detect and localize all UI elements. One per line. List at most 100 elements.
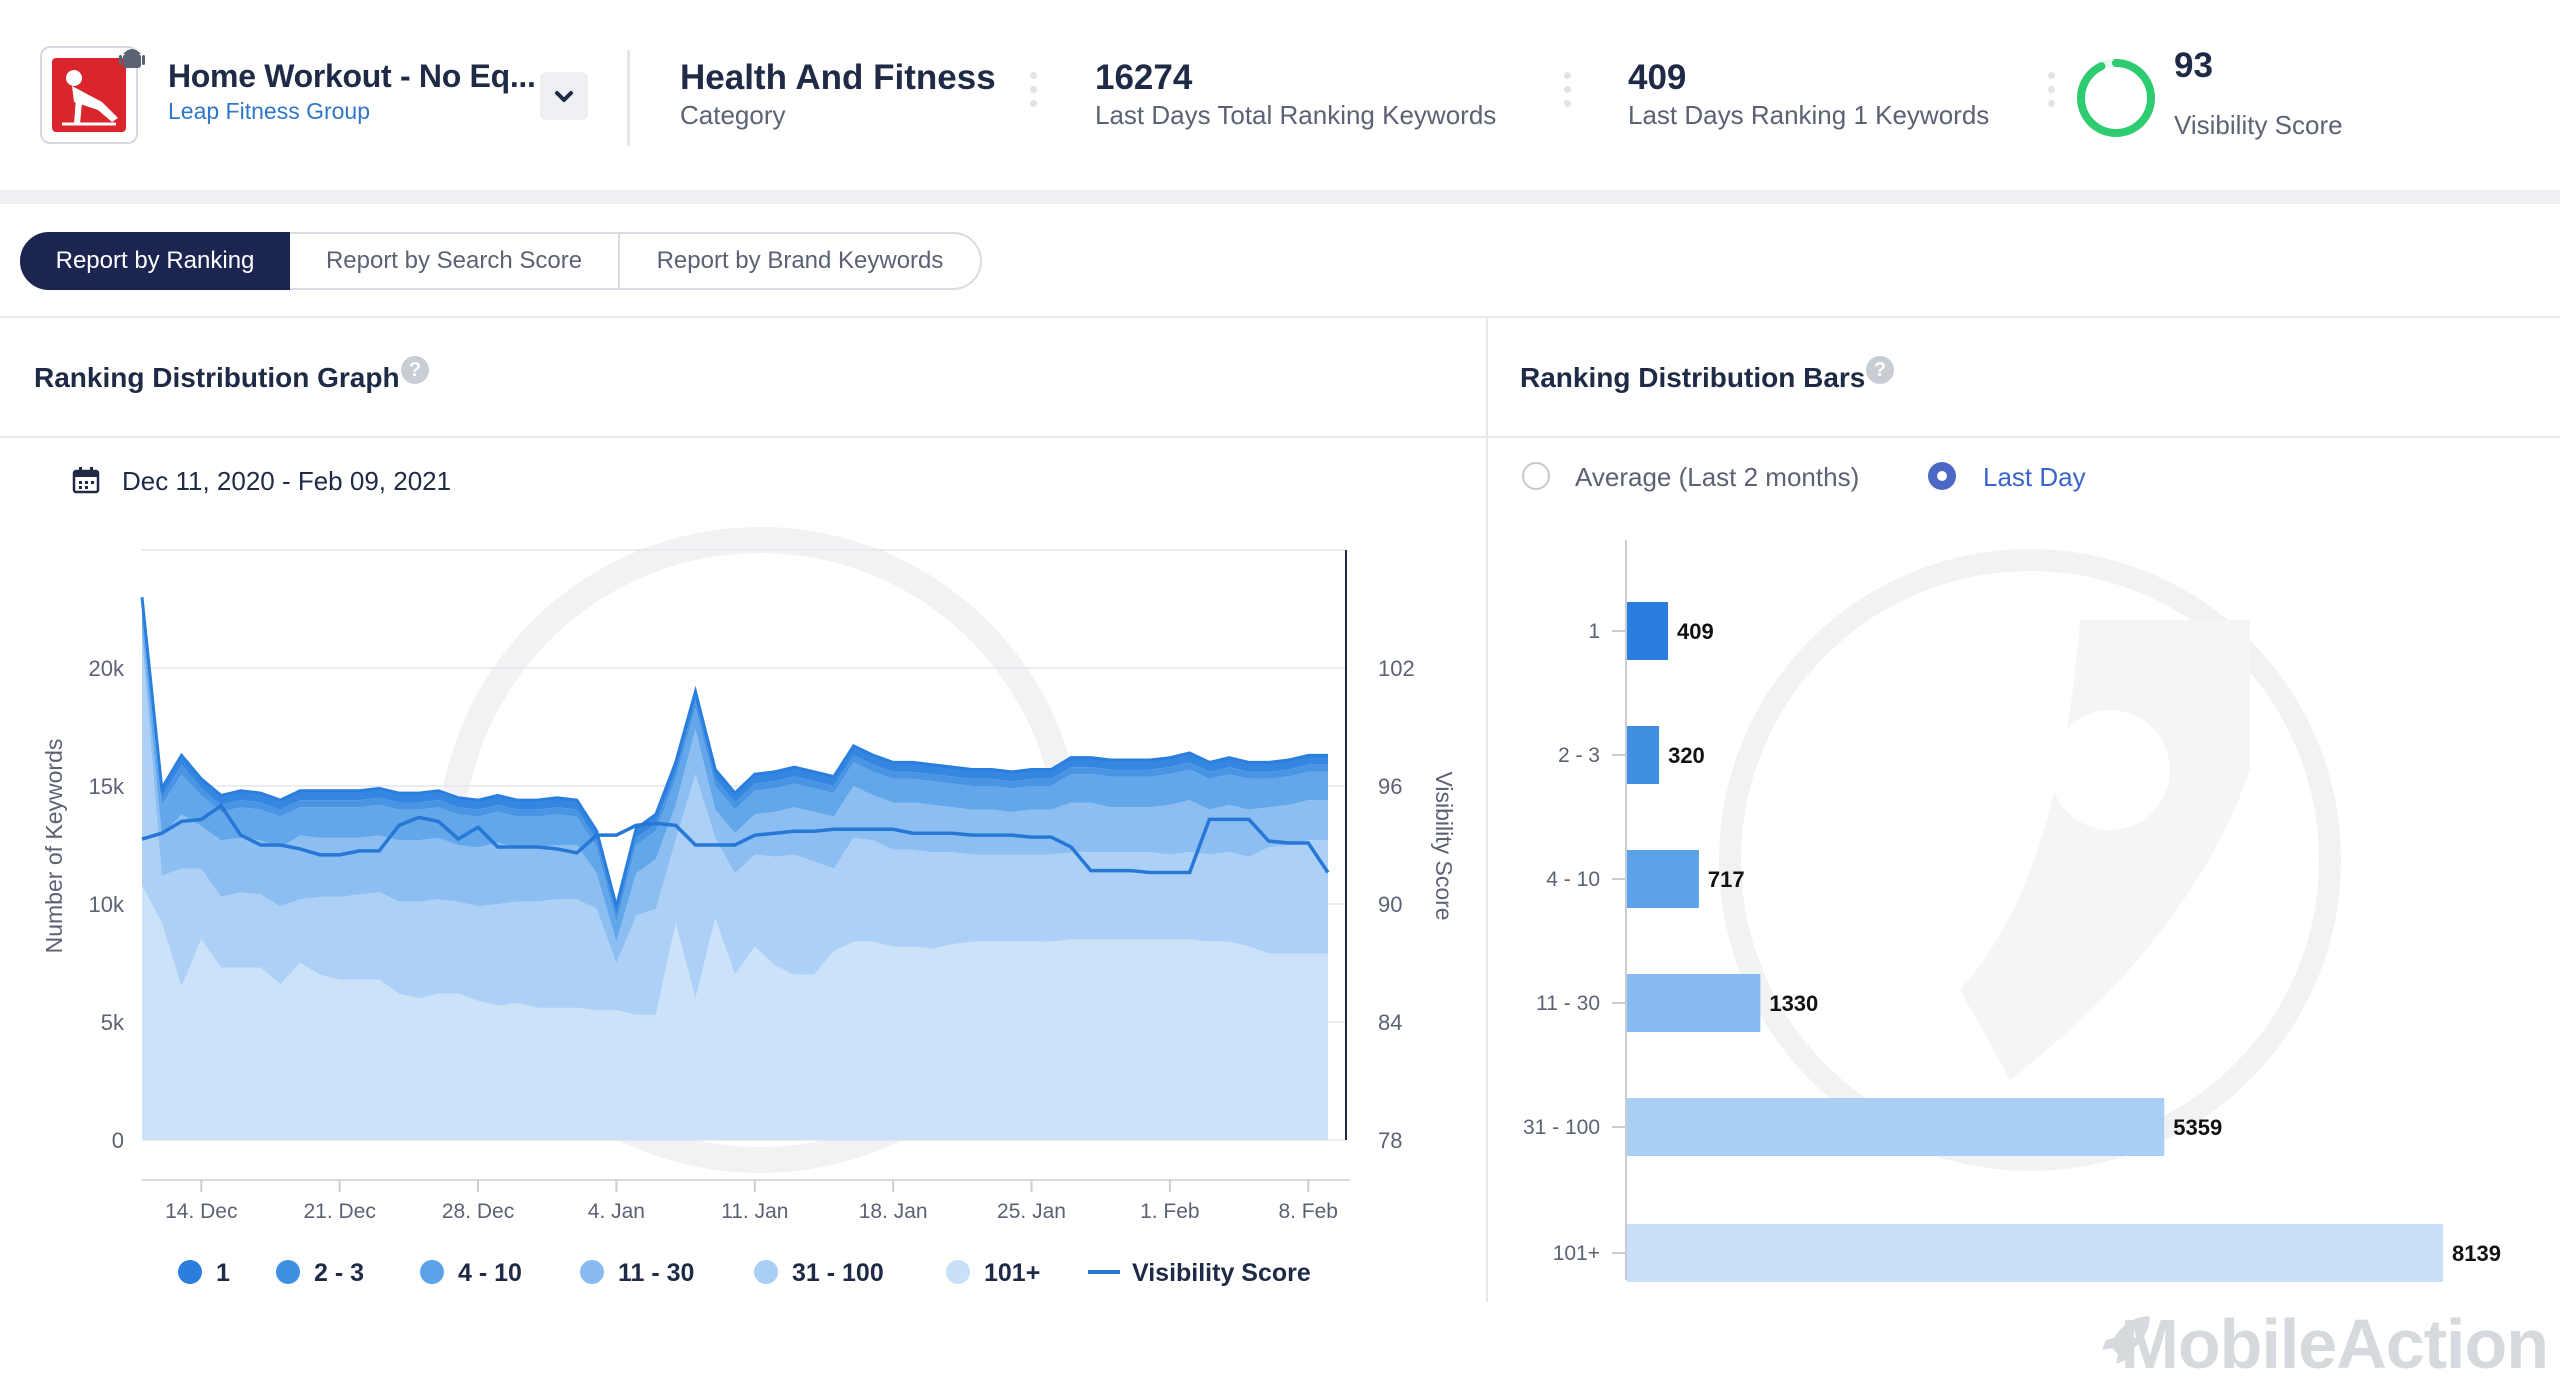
app-dropdown-button[interactable] — [540, 72, 588, 120]
bar-category-label: 101+ — [1553, 1242, 1600, 1265]
bar-value-label: 1330 — [1769, 991, 1818, 1016]
total-keywords-value: 16274 — [1095, 58, 1193, 97]
separator-dots — [2048, 72, 2056, 118]
separator-dots — [1030, 72, 1038, 118]
legend-item[interactable]: 101+ — [946, 1259, 1040, 1287]
legend-item[interactable]: 11 - 30 — [580, 1259, 694, 1287]
x-tick-label: 4. Jan — [588, 1200, 645, 1223]
android-icon — [119, 49, 145, 68]
legend-item[interactable]: Visibility Score — [1088, 1259, 1311, 1287]
mobileaction-watermark: MobileAction — [2120, 1305, 2549, 1383]
tab-report-by-search-score[interactable]: Report by Search Score — [290, 232, 620, 290]
bar-category-label: 1 — [1588, 620, 1600, 643]
x-tick-label: 8. Feb — [1278, 1200, 1338, 1223]
y2-tick-label: 84 — [1378, 1010, 1402, 1035]
area-top-edge — [140, 597, 1328, 907]
y-axis-label: Number of Keywords — [41, 739, 67, 954]
y-tick-label: 15k — [89, 774, 125, 799]
bar-category-label: 4 - 10 — [1546, 868, 1600, 891]
legend-dot — [178, 1260, 202, 1284]
radio-average[interactable] — [1522, 462, 1550, 490]
panel-header-divider — [0, 436, 1486, 438]
y2-tick-label: 102 — [1378, 656, 1415, 681]
chevron-down-icon — [555, 91, 573, 102]
y-tick-label: 5k — [101, 1010, 125, 1035]
legend-dot — [754, 1260, 778, 1284]
legend-item[interactable]: 31 - 100 — [754, 1259, 884, 1287]
separator-dots — [1564, 72, 1572, 118]
legend-label: Visibility Score — [1132, 1259, 1311, 1287]
bar-category-label: 31 - 100 — [1523, 1116, 1600, 1139]
visibility-score-label: Visibility Score — [2174, 110, 2343, 140]
calendar-icon[interactable] — [72, 466, 100, 494]
legend-dot — [420, 1260, 444, 1284]
header-divider — [627, 50, 630, 146]
legend-label: 31 - 100 — [792, 1259, 884, 1287]
ranking-distribution-graph-title: Ranking Distribution Graph — [34, 362, 400, 393]
legend-label: 11 - 30 — [618, 1259, 694, 1287]
radio-last-day-label[interactable]: Last Day — [1983, 462, 2086, 492]
category-value: Health And Fitness — [680, 58, 996, 97]
y-tick-label: 10k — [89, 892, 125, 917]
area-series-4-10[interactable] — [142, 613, 1328, 942]
app-header — [0, 0, 2560, 190]
area-series-101+[interactable] — [142, 885, 1328, 1140]
ranking-distribution-bars-title: Ranking Distribution Bars — [1520, 362, 1866, 393]
bar-4-10[interactable] — [1627, 850, 1699, 908]
area-series-11-30[interactable] — [142, 625, 1328, 963]
app-publisher-link[interactable]: Leap Fitness Group — [168, 98, 371, 124]
legend-dot — [946, 1260, 970, 1284]
x-tick-label: 18. Jan — [859, 1200, 928, 1223]
bar-2-3[interactable] — [1627, 726, 1660, 784]
tab-report-by-brand-keywords[interactable]: Report by Brand Keywords — [618, 232, 982, 290]
category-label: Category — [680, 100, 786, 130]
radio-last-day[interactable] — [1928, 462, 1956, 490]
legend-item[interactable]: 2 - 3 — [276, 1259, 364, 1287]
x-tick-label: 25. Jan — [997, 1200, 1066, 1223]
section-gap — [0, 190, 2560, 204]
panel-divider — [1486, 318, 1488, 1302]
x-tick-label: 14. Dec — [165, 1200, 237, 1223]
rank1-keywords-label: Last Days Ranking 1 Keywords — [1628, 100, 1990, 130]
x-tick-label: 11. Jan — [721, 1200, 788, 1223]
legend-dot — [580, 1260, 604, 1284]
y2-tick-label: 96 — [1378, 774, 1402, 799]
y-tick-label: 20k — [89, 656, 125, 681]
legend-dot — [276, 1260, 300, 1284]
legend-item[interactable]: 4 - 10 — [420, 1259, 522, 1287]
legend-label: 4 - 10 — [458, 1259, 522, 1287]
total-keywords-label: Last Days Total Ranking Keywords — [1095, 100, 1497, 130]
rank1-keywords-value: 409 — [1628, 58, 1687, 97]
bar-value-label: 8139 — [2452, 1241, 2501, 1266]
visibility-score-value: 93 — [2174, 46, 2213, 85]
bar-31-100[interactable] — [1627, 1098, 2165, 1156]
bar-value-label: 5359 — [2173, 1115, 2222, 1140]
legend-item[interactable]: 1 — [178, 1259, 230, 1287]
bar-value-label: 320 — [1668, 743, 1705, 768]
radio-average-label[interactable]: Average (Last 2 months) — [1575, 462, 1860, 492]
bar-value-label: 409 — [1677, 619, 1714, 644]
y2-axis-label: Visibility Score — [1431, 771, 1457, 920]
bar-11-30[interactable] — [1627, 974, 1761, 1032]
tab-report-by-ranking[interactable]: Report by Ranking — [20, 232, 290, 290]
x-tick-label: 28. Dec — [442, 1200, 514, 1223]
legend-label: 101+ — [984, 1259, 1040, 1287]
app-name[interactable]: Home Workout - No Eq... — [168, 58, 536, 94]
help-icon[interactable]: ? — [401, 356, 429, 384]
legend-label: 1 — [216, 1259, 230, 1287]
bar-category-label: 11 - 30 — [1536, 992, 1600, 1015]
mobileaction-logo-icon — [2102, 1316, 2150, 1364]
legend-label: 2 - 3 — [314, 1259, 364, 1287]
bar-value-label: 717 — [1708, 867, 1745, 892]
x-tick-label: 1. Feb — [1140, 1200, 1200, 1223]
bar-1[interactable] — [1627, 602, 1669, 660]
area-series-31-100[interactable] — [142, 637, 1328, 1015]
panel-header-divider — [1488, 436, 2560, 438]
bar-category-label: 2 - 3 — [1558, 744, 1600, 767]
visibility-score-line — [141, 803, 1330, 875]
bar-101+[interactable] — [1627, 1224, 2443, 1282]
y2-tick-label: 90 — [1378, 892, 1402, 917]
y2-tick-label: 78 — [1378, 1128, 1402, 1153]
date-range-picker[interactable]: Dec 11, 2020 - Feb 09, 2021 — [122, 466, 452, 496]
help-icon[interactable]: ? — [1866, 356, 1894, 384]
